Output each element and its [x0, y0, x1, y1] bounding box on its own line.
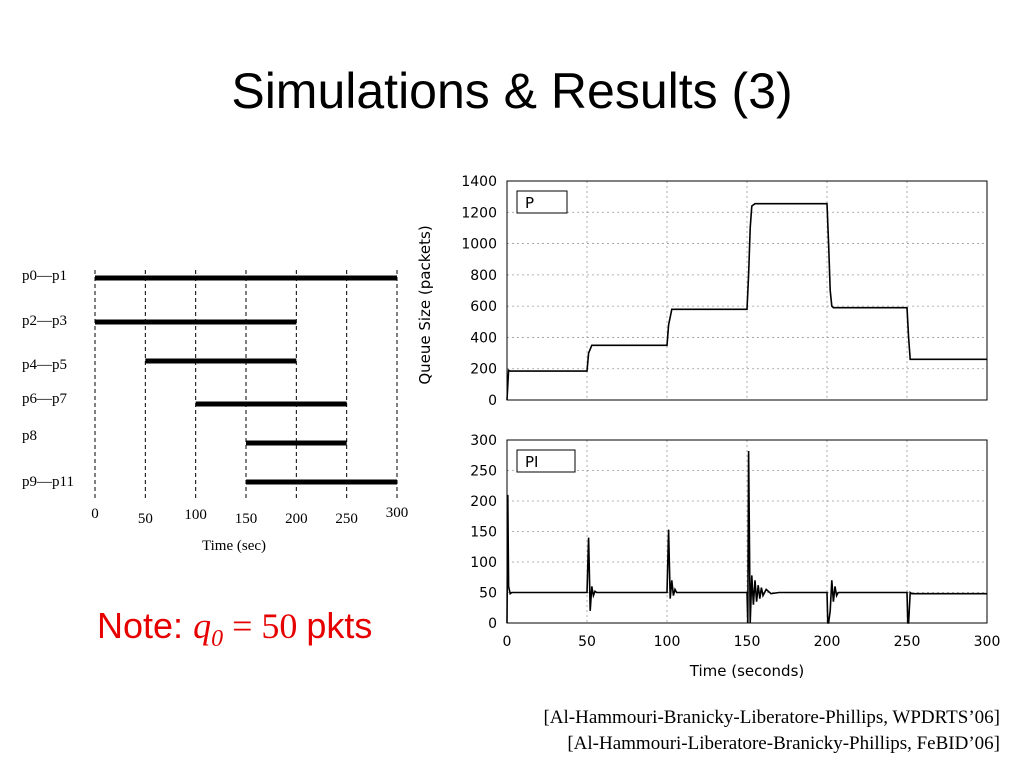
legend-label: PI: [525, 453, 538, 471]
p-controller-chart: 0 200 400 600 800 1000 1200 1400 P Queue Size (pa…: [416, 174, 988, 409]
x-tick-label: 100: [654, 634, 681, 650]
legend-box: [516, 449, 576, 473]
note-sub: 0: [211, 626, 224, 653]
y-tick-label: 600: [470, 299, 497, 315]
timeline-row-label: p2—p3: [22, 313, 67, 329]
note: Note: q0 = 50 pkts: [97, 605, 372, 653]
x-axis-label: Time (seconds): [689, 662, 805, 680]
timeline-tick-label: 300: [386, 505, 409, 521]
x-tick-label: 300: [974, 634, 1001, 650]
y-tick-label: 50: [479, 586, 497, 602]
y-tick-label: 150: [470, 525, 497, 541]
y-tick-label: 0: [488, 616, 497, 632]
timeline-row-label: p8: [22, 428, 37, 444]
x-tick-label: 0: [503, 634, 512, 650]
y-tick-label: 800: [470, 268, 497, 284]
note-suffix: pkts: [306, 605, 373, 646]
note-prefix: Note:: [97, 605, 184, 646]
y-tick-label: 250: [470, 464, 497, 480]
note-eq: = 50: [223, 606, 307, 646]
y-tick-label: 1400: [461, 174, 497, 190]
legend-box: [516, 190, 568, 214]
timeline-tick-label: 0: [91, 506, 99, 522]
timeline-tick-label: 100: [184, 507, 207, 523]
y-tick-label: 1000: [461, 237, 497, 253]
x-tick-label: 250: [894, 634, 921, 650]
timeline-row-label: p0—p1: [22, 268, 67, 284]
timeline-tick-label: 250: [335, 511, 358, 527]
y-tick-label: 200: [470, 494, 497, 510]
timeline-xlabel: Time (sec): [202, 538, 266, 554]
y-tick-label: 400: [470, 330, 497, 346]
timeline-chart: p0—p1 p2—p3 p4—p5 p6—p7 p8 p9—p11 0 50 100 150 200…: [22, 268, 409, 554]
plot-frame: [506, 180, 988, 401]
slide-title: Simulations & Results (3): [231, 63, 793, 119]
y-tick-label: 100: [470, 555, 497, 571]
y-tick-label: 1200: [461, 205, 497, 221]
timeline-row-label: p4—p5: [22, 357, 67, 373]
x-tick-label: 50: [578, 634, 596, 650]
y-axis-label: Queue Size (packets): [416, 225, 434, 384]
y-tick-label: 300: [470, 433, 497, 449]
series-line: [506, 202, 987, 401]
note-math: q0 = 50: [193, 606, 307, 652]
x-tick-label: 150: [734, 634, 761, 650]
timeline-tick-label: 50: [138, 511, 153, 527]
note-var: q: [193, 606, 212, 646]
legend-label: P: [525, 194, 534, 212]
timeline-tick-label: 150: [235, 511, 258, 527]
citation-1: [Al-Hammouri-Branicky-Liberatore-Phillip…: [543, 707, 1000, 728]
pi-controller-chart: 0 50 100 150 200 250 300 0 50 100 150 200 250 300 PI Ti…: [470, 433, 1001, 680]
citation-2: [Al-Hammouri-Liberatore-Branicky-Phillip…: [567, 733, 1000, 754]
series-line: [506, 450, 987, 624]
y-tick-label: 0: [488, 393, 497, 409]
y-tick-label: 200: [470, 362, 497, 378]
x-tick-label: 200: [814, 634, 841, 650]
timeline-row-label: p6—p7: [22, 391, 68, 407]
timeline-row-label: p9—p11: [22, 474, 74, 490]
timeline-tick-label: 200: [285, 511, 308, 527]
